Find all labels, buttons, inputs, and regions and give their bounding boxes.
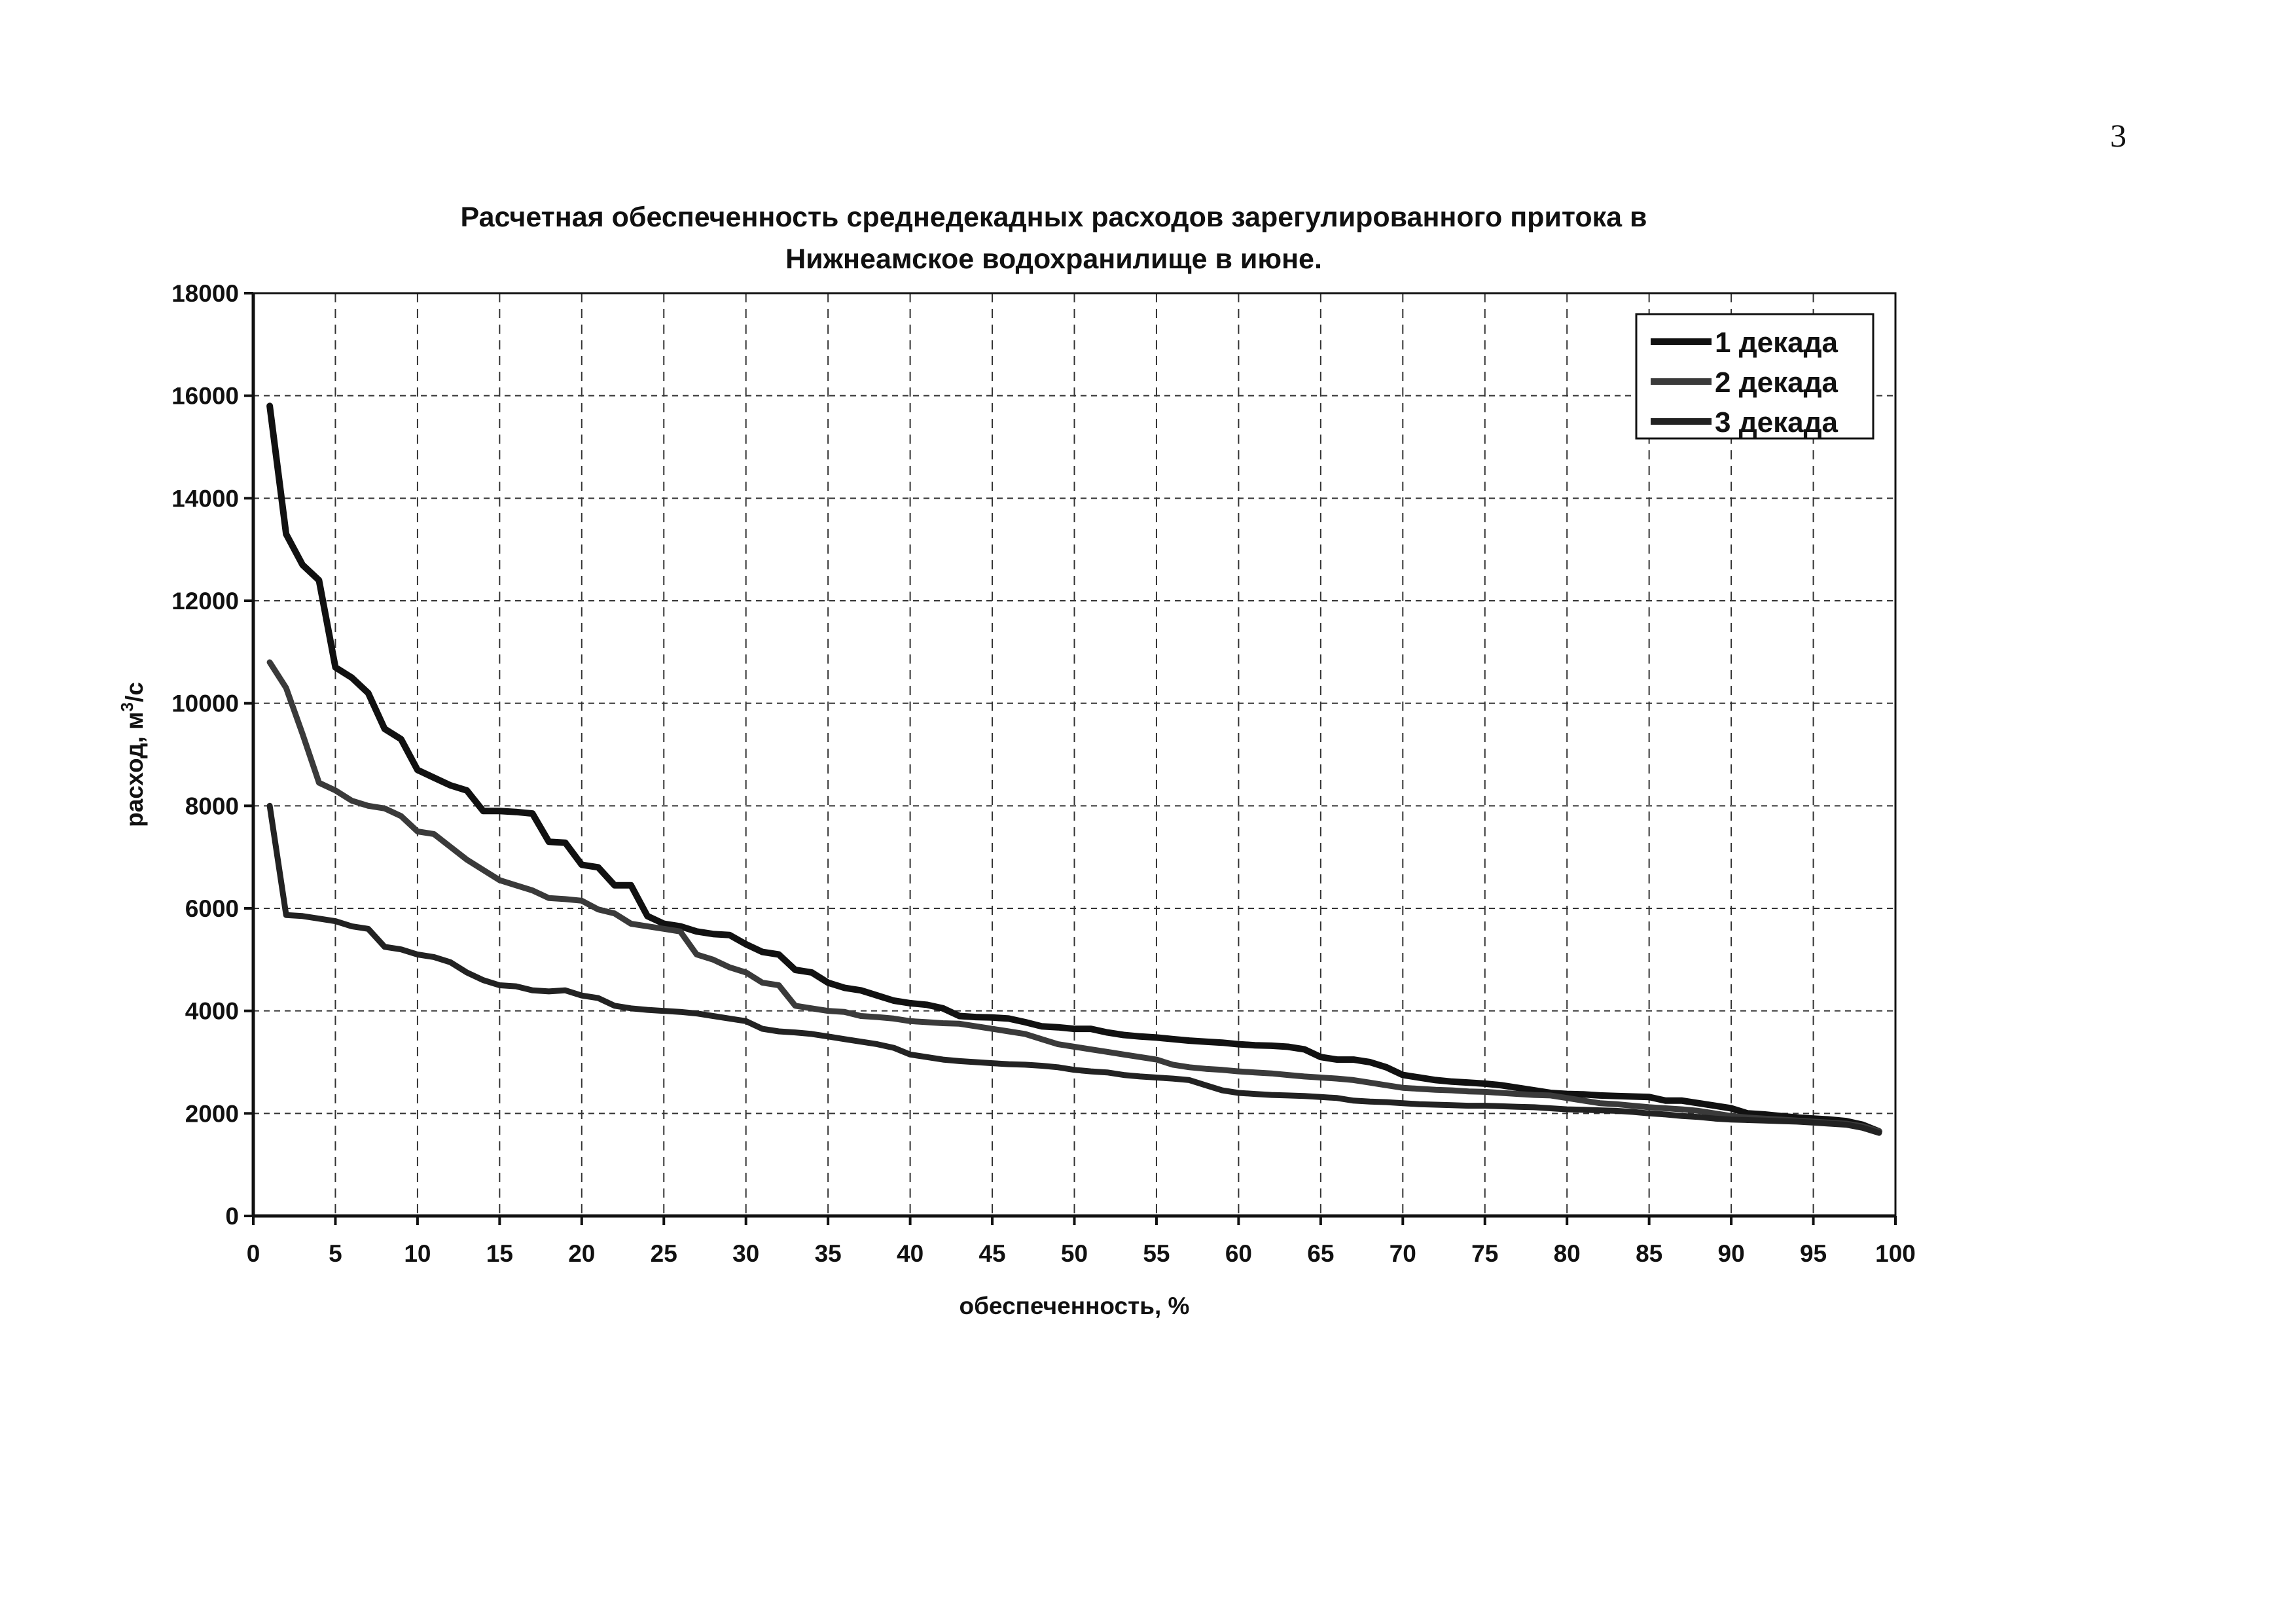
x-tick-label: 45: [978, 1240, 1005, 1267]
y-axis-label-suffix: /с: [121, 682, 148, 702]
x-tick-label: 100: [1875, 1240, 1916, 1267]
series-line-3: [266, 802, 1882, 1136]
x-tick-label: 80: [1554, 1240, 1581, 1267]
y-tick-label: 4000: [185, 998, 239, 1025]
y-tick-label: 18000: [171, 280, 239, 307]
x-axis-label: обеспеченность, %: [960, 1293, 1190, 1319]
legend-label-1: 1 декада: [1715, 327, 1839, 359]
x-tick-label: 15: [486, 1240, 513, 1267]
legend-box: [1635, 313, 1874, 440]
y-tick-label: 6000: [185, 895, 239, 922]
x-tick-label: 25: [651, 1240, 677, 1267]
y-axis-label-sup: 3: [117, 702, 137, 711]
y-axis-label: расход, м3/с: [117, 682, 148, 827]
x-tick-label: 95: [1800, 1240, 1827, 1267]
x-tick-label: 20: [568, 1240, 595, 1267]
series-line-1: [266, 402, 1882, 1135]
chart-title-line1: Расчетная обеспеченность среднедекадных …: [460, 202, 1647, 233]
series-layer: [266, 402, 1882, 1136]
x-tick-label: 5: [329, 1240, 342, 1267]
x-tick-label: 90: [1718, 1240, 1745, 1267]
chart-title-line2: Нижнеамское водохранилище в июне.: [785, 243, 1322, 275]
y-tick-label: 14000: [171, 485, 239, 512]
x-tick-label: 85: [1636, 1240, 1662, 1267]
y-tick-label: 10000: [171, 690, 239, 717]
x-tick-label: 65: [1307, 1240, 1334, 1267]
x-tick-label: 70: [1390, 1240, 1416, 1267]
x-tick-label: 60: [1225, 1240, 1252, 1267]
x-tick-label: 75: [1471, 1240, 1498, 1267]
x-tick-label: 30: [732, 1240, 759, 1267]
axes-layer: 0 2000 4000 6000 8000 10000 12000 14000 16000 180…: [171, 280, 1916, 1267]
x-tick-label: 50: [1061, 1240, 1088, 1267]
legend-label-2: 2 декада: [1715, 366, 1839, 399]
legend-label-3: 3 декада: [1715, 406, 1839, 438]
x-tick-label: 55: [1143, 1240, 1170, 1267]
chart-title: Расчетная обеспеченность среднедекадных …: [0, 196, 2108, 280]
y-tick-label: 12000: [171, 588, 239, 615]
x-tick-label: 10: [404, 1240, 431, 1267]
legend: 1 декада 2 декада 3 декада: [1635, 313, 1874, 440]
y-axis-label-prefix: расход, м: [121, 711, 148, 827]
y-tick-label: 0: [225, 1203, 239, 1230]
series-line-2: [266, 659, 1882, 1135]
x-tick-label: 35: [815, 1240, 842, 1267]
y-tick-label: 2000: [185, 1100, 239, 1127]
grid-layer: [253, 293, 1895, 1216]
y-tick-label: 8000: [185, 793, 239, 819]
x-tick-label: 40: [897, 1240, 924, 1267]
x-tick-label: 0: [247, 1240, 260, 1267]
y-tick-label: 16000: [171, 383, 239, 410]
page-number: 3: [2110, 117, 2126, 154]
